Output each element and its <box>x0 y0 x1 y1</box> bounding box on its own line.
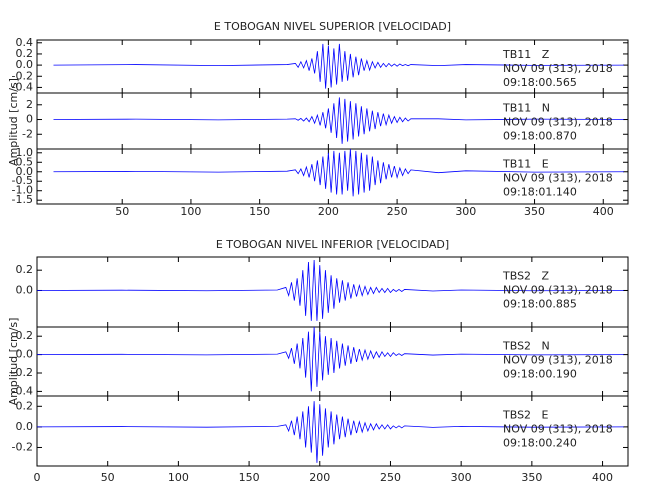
chart-title: E TOBOGAN NIVEL SUPERIOR [VELOCIDAD] <box>214 20 451 33</box>
station-label: TBS2 E <box>502 409 549 422</box>
x-tick-label: 350 <box>524 205 545 218</box>
chart-title: E TOBOGAN NIVEL INFERIOR [VELOCIDAD] <box>216 238 449 251</box>
y-tick-label: 1.0 <box>16 146 34 159</box>
waveform <box>36 260 624 321</box>
panel-frame <box>36 395 629 467</box>
y-tick-label: 0.2 <box>16 399 34 412</box>
y-tick-label: -0.4 <box>12 384 33 397</box>
y-axis-label: Amplitud [cm/s] <box>7 78 20 166</box>
waveform <box>53 148 624 197</box>
waveform <box>36 401 624 463</box>
time-label: 09:18:00.870 <box>503 130 577 143</box>
x-tick-label: 400 <box>592 471 613 484</box>
y-tick-label: 0.2 <box>16 47 34 60</box>
y-tick-label: -0.5 <box>12 174 33 187</box>
station-label: TB11 N <box>502 102 550 115</box>
y-tick-label: -1.0 <box>12 184 33 197</box>
y-tick-label: 0.2 <box>16 263 34 276</box>
station-label: TB11 Z <box>502 48 550 61</box>
time-label: 09:18:00.240 <box>503 437 577 450</box>
x-tick-label: 50 <box>101 471 115 484</box>
x-tick-label: 0 <box>34 471 41 484</box>
x-tick-label: 350 <box>521 471 542 484</box>
waveform <box>53 97 624 144</box>
y-tick-label: 0.0 <box>16 58 34 71</box>
y-tick-label: 0.0 <box>16 420 34 433</box>
x-tick-label: 300 <box>451 471 472 484</box>
y-tick-label: -0.2 <box>12 69 33 82</box>
x-tick-label: 400 <box>593 205 614 218</box>
y-tick-label: 0 <box>26 113 33 126</box>
station-label: TB11 E <box>502 157 549 170</box>
date-label: NOV 09 (313), 2018 <box>503 171 613 184</box>
y-tick-label: 0.4 <box>16 36 34 49</box>
x-tick-label: 250 <box>380 471 401 484</box>
x-tick-label: 300 <box>455 205 476 218</box>
panel-frame <box>36 148 629 205</box>
x-tick-label: 100 <box>180 205 201 218</box>
waveform <box>53 43 624 89</box>
y-tick-label: 0.0 <box>16 283 34 296</box>
date-label: NOV 09 (313), 2018 <box>503 284 613 297</box>
date-label: NOV 09 (313), 2018 <box>503 116 613 129</box>
station-label: TBS2 Z <box>502 270 550 283</box>
date-label: NOV 09 (313), 2018 <box>503 353 613 366</box>
x-tick-label: 150 <box>239 471 260 484</box>
y-tick-label: -1.5 <box>12 193 33 206</box>
y-tick-label: 0.0 <box>16 348 34 361</box>
y-tick-label: 2 <box>26 98 33 111</box>
time-label: 09:18:00.885 <box>503 298 577 311</box>
x-tick-label: 200 <box>318 205 339 218</box>
station-label: TBS2 N <box>502 339 550 352</box>
waveform <box>36 326 624 392</box>
date-label: NOV 09 (313), 2018 <box>503 62 613 75</box>
x-tick-label: 50 <box>115 205 129 218</box>
time-label: 09:18:01.140 <box>503 185 577 198</box>
y-axis-label: Amplitud [cm/s] <box>7 318 20 406</box>
y-tick-label: 0.2 <box>16 329 34 342</box>
y-tick-label: -0.2 <box>12 366 33 379</box>
time-label: 09:18:00.565 <box>503 76 577 89</box>
x-tick-label: 200 <box>309 471 330 484</box>
x-tick-label: 250 <box>387 205 408 218</box>
y-tick-label: -0.2 <box>12 440 33 453</box>
y-tick-label: -0.4 <box>12 80 33 93</box>
y-tick-label: -2 <box>22 127 33 140</box>
x-tick-label: 100 <box>168 471 189 484</box>
time-label: 09:18:00.190 <box>503 367 577 380</box>
y-tick-label: 0.5 <box>16 155 34 168</box>
x-tick-label: 150 <box>249 205 270 218</box>
date-label: NOV 09 (313), 2018 <box>503 423 613 436</box>
y-tick-label: 0.0 <box>16 165 34 178</box>
